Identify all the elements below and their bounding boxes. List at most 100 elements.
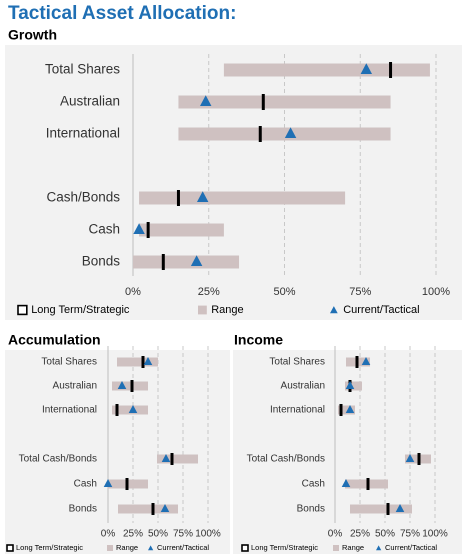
strategic-marker [161,254,165,270]
chart-title: Income [234,332,283,348]
strategic-marker [258,126,262,142]
strategic-marker [125,478,129,490]
category-label: Bonds [69,504,97,515]
x-tick-label: 75% [173,529,193,540]
range-bar [338,405,355,415]
strategic-marker [355,356,359,368]
legend-icon [6,544,14,552]
category-label: Total Shares [45,62,120,77]
range-bar [178,95,391,109]
category-label: Total Shares [41,357,97,368]
strategic-marker [151,503,155,515]
page-title: Tactical Asset Allocation: [8,3,236,24]
x-tick-label: 75% [349,286,371,298]
legend-label: Current/Tactical [343,304,419,316]
tactical-marker [133,223,145,235]
legend-icon [241,544,249,552]
strategic-marker [170,453,174,465]
range-bar [112,381,148,391]
x-tick-label: 25% [198,286,220,298]
strategic-marker [115,404,119,416]
legend-label: Current/Tactical [385,543,437,552]
legend-icon [148,545,154,551]
tactical-marker [360,63,373,75]
category-label: Cash [302,479,325,490]
tactical-marker [361,356,371,366]
x-tick-label: 50% [148,529,168,540]
legend-icon [376,545,382,551]
category-label: Australian [53,381,97,392]
category-label: International [46,126,120,141]
x-tick-label: 0% [125,286,141,298]
strategic-marker [339,404,343,416]
category-label: Cash/Bonds [46,190,120,205]
tactical-marker [405,453,415,463]
strategic-marker [130,380,134,392]
tactical-marker [128,404,138,414]
strategic-marker [176,190,180,206]
tactical-marker [190,255,203,267]
strategic-marker [366,478,370,490]
range-bar [118,504,178,514]
category-label: Cash [88,222,120,237]
range-bar [117,357,158,367]
plot-background [233,350,462,554]
category-label: Bonds [297,504,325,515]
tactical-marker [117,380,127,390]
range-bar [133,255,240,269]
plot-background [5,45,462,320]
x-tick-label: 25% [123,529,143,540]
category-label: Bonds [82,254,121,269]
category-label: Australian [60,94,120,109]
tactical-marker [143,356,153,366]
legend-icon [330,306,338,314]
category-label: Total Shares [269,357,325,368]
x-tick-label: 100% [422,529,448,540]
x-tick-label: 25% [350,529,370,540]
tactical-marker [196,191,209,203]
range-bar [157,454,198,464]
x-tick-label: 0% [328,529,343,540]
plot-background [5,350,230,554]
range-bar [178,127,391,141]
x-tick-label: 100% [195,529,221,540]
x-tick-label: 75% [400,529,420,540]
strategic-marker [146,222,150,238]
chart-title: Growth [8,27,57,43]
legend-label: Long Term/Strategic [251,543,318,552]
legend-label: Long Term/Strategic [16,543,83,552]
strategic-marker [261,94,265,110]
range-bar [350,504,412,514]
tactical-marker [200,95,212,107]
tactical-marker [103,478,113,488]
range-bar [139,223,224,237]
legend-label: Range [211,304,243,316]
x-tick-label: 50% [273,286,295,298]
range-bar [112,405,148,415]
chart-title: Accumulation [8,332,101,348]
legend-label: Long Term/Strategic [31,304,130,316]
tactical-marker [395,503,405,513]
range-bar [139,191,346,205]
x-tick-label: 100% [422,286,450,298]
x-tick-label: 50% [375,529,395,540]
tactical-marker [160,503,170,513]
strategic-marker [389,62,393,78]
legend-icon [198,305,207,315]
category-label: Australian [281,381,325,392]
strategic-marker [141,356,145,368]
tactical-marker [345,404,355,414]
legend-icon [17,304,28,316]
x-tick-label: 0% [101,529,116,540]
range-bar [345,381,362,391]
category-label: Total Cash/Bonds [247,454,325,465]
strategic-marker [386,503,390,515]
legend-icon [107,545,113,551]
legend-icon [333,545,339,551]
tactical-marker [341,478,351,488]
category-label: International [42,405,97,416]
tactical-marker [284,127,297,139]
legend-label: Current/Tactical [157,543,209,552]
category-label: Cash [74,479,97,490]
